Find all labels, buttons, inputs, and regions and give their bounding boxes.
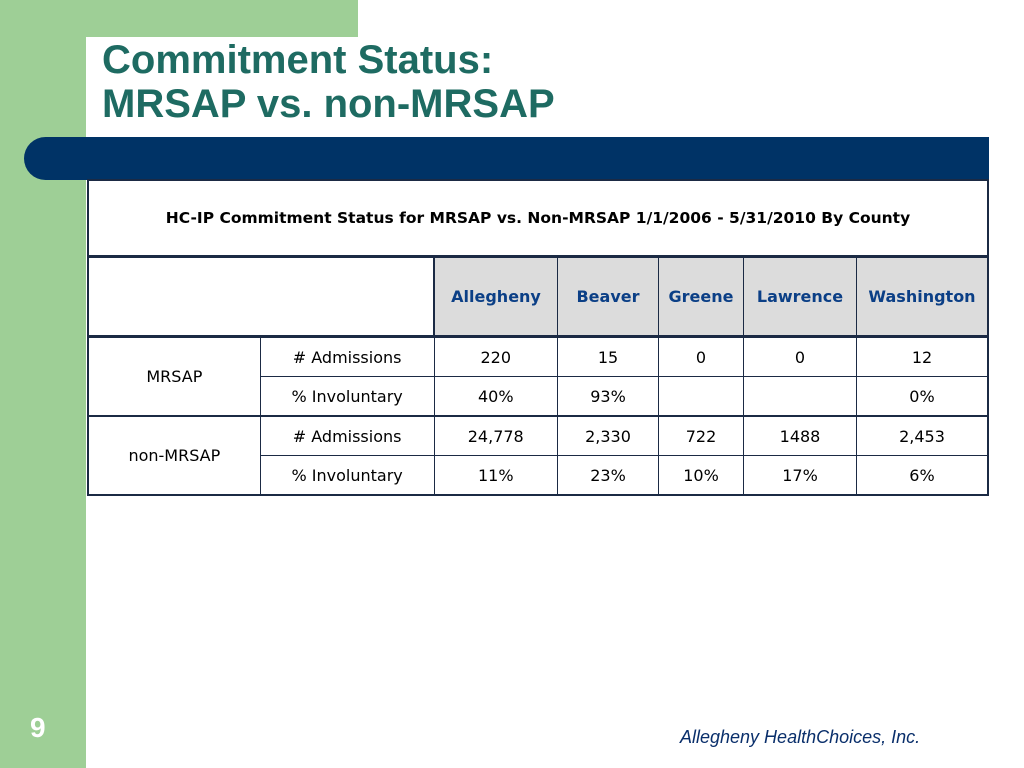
top-green-block: [86, 0, 358, 37]
table-cell: 17%: [743, 455, 857, 496]
table-cell: 0: [743, 336, 857, 377]
table-cell: 40%: [433, 376, 558, 417]
column-header-washington: Washington: [856, 256, 989, 337]
table-cell: 722: [658, 415, 744, 456]
table-cell: 1488: [743, 415, 857, 456]
slide-number: 9: [30, 712, 46, 743]
table-cell: 0: [658, 336, 744, 377]
navy-header-band: [24, 137, 989, 180]
table-cell: 11%: [433, 455, 558, 496]
column-header-greene: Greene: [658, 256, 744, 337]
group-label-mrsap: MRSAP: [87, 336, 261, 417]
table-cell: 2,453: [856, 415, 989, 456]
table-row: % Involuntary 11% 23% 10% 17% 6%: [88, 455, 989, 496]
table-cell: 12: [856, 336, 989, 377]
slide-title-line-1: Commitment Status:: [102, 38, 494, 82]
table-cell: 10%: [658, 455, 744, 496]
table-cell: 220: [433, 336, 558, 377]
table-cell: 0%: [856, 376, 989, 417]
column-header-lawrence: Lawrence: [743, 256, 857, 337]
left-green-bar: [0, 0, 86, 768]
metric-label: % Involuntary: [259, 376, 435, 417]
table-caption: HC-IP Commitment Status for MRSAP vs. No…: [87, 179, 989, 257]
table-cell: 24,778: [433, 415, 558, 456]
table-header-row: Allegheny Beaver Greene Lawrence Washing…: [87, 256, 989, 337]
column-header-beaver: Beaver: [557, 256, 659, 337]
group-label-non-mrsap: non-MRSAP: [87, 415, 261, 496]
slide-title-line-2: MRSAP vs. non-MRSAP: [102, 82, 555, 126]
table-cell: [743, 376, 857, 417]
table-cell: [658, 376, 744, 417]
table-cell: 93%: [557, 376, 659, 417]
table-cell: 15: [557, 336, 659, 377]
table-cell: 2,330: [557, 415, 659, 456]
slide-title: Commitment Status: MRSAP vs. non-MRSAP: [102, 38, 555, 126]
header-blank-cell: [87, 256, 435, 337]
commitment-status-table: HC-IP Commitment Status for MRSAP vs. No…: [87, 179, 989, 496]
table-row: % Involuntary 40% 93% 0%: [88, 376, 989, 417]
table-caption-row: HC-IP Commitment Status for MRSAP vs. No…: [87, 179, 989, 257]
table-cell: 23%: [557, 455, 659, 496]
footer-organization: Allegheny HealthChoices, Inc.: [680, 727, 921, 747]
metric-label: # Admissions: [259, 415, 435, 456]
table-row: MRSAP # Admissions 220 15 0 0 12: [87, 336, 989, 417]
column-header-allegheny: Allegheny: [433, 256, 558, 337]
table-row: non-MRSAP # Admissions 24,778 2,330 722 …: [87, 415, 989, 496]
metric-label: # Admissions: [259, 336, 435, 377]
table-cell: 6%: [856, 455, 989, 496]
metric-label: % Involuntary: [259, 455, 435, 496]
